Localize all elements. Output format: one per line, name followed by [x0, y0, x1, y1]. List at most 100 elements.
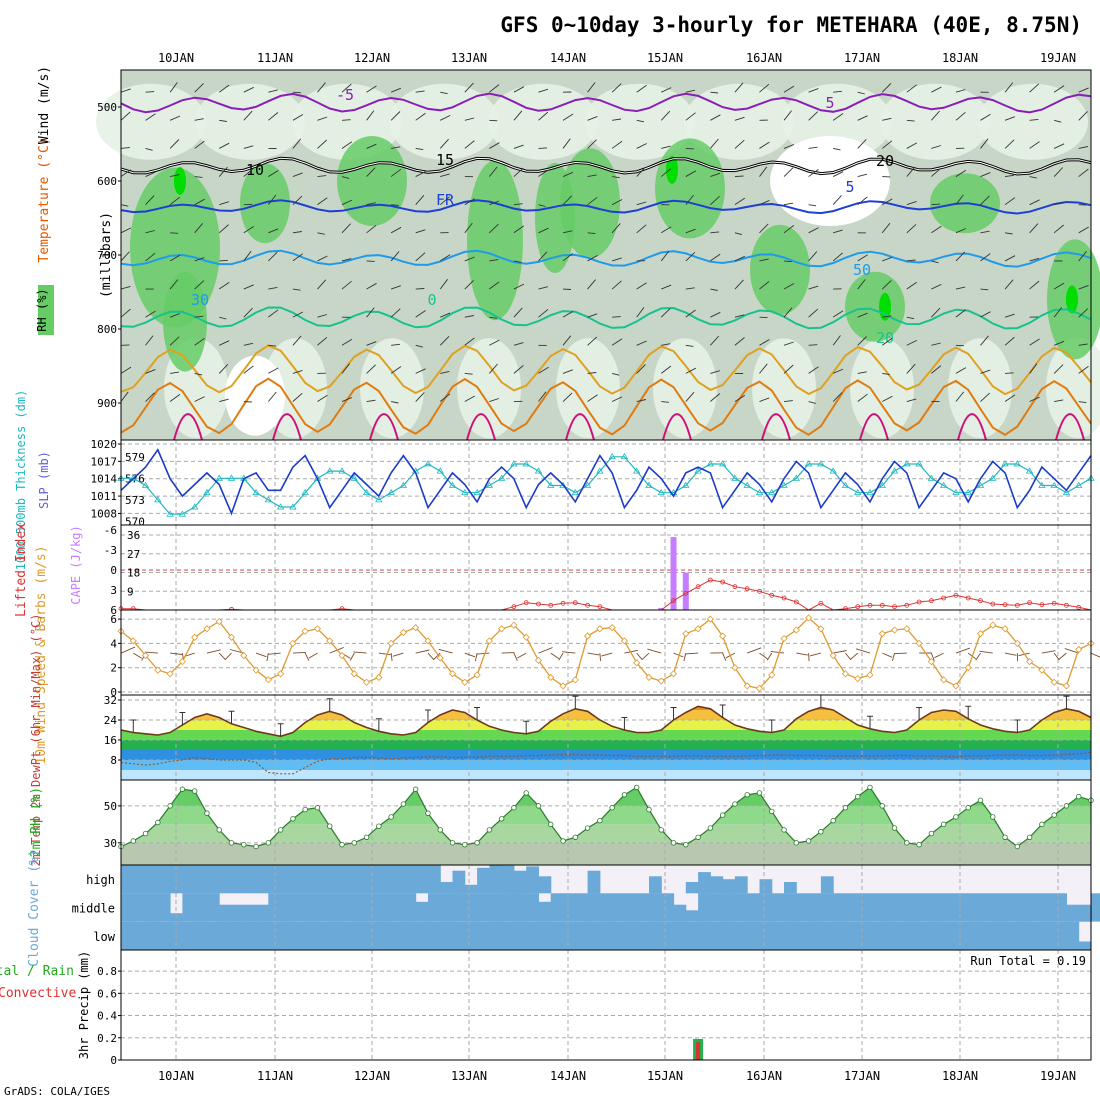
li-marker: [769, 592, 775, 598]
li-marker: [1076, 604, 1082, 610]
wind-speed-marker: [326, 637, 334, 645]
wind-barb: [612, 118, 622, 121]
cloud-bar-middle: [354, 893, 368, 922]
wind-speed-marker: [498, 625, 506, 633]
wind-barb: [636, 84, 647, 93]
wind-barb: [268, 112, 279, 121]
rh2m-marker: [412, 786, 419, 792]
thickness-marker: [952, 488, 960, 496]
wind-speed-marker: [1038, 666, 1046, 674]
wind-speed-marker: [682, 630, 690, 638]
rh2m-marker: [437, 827, 443, 833]
cloud-bar-low: [391, 921, 404, 950]
wind-barb: [857, 393, 868, 402]
slp-line: [120, 448, 1092, 516]
pressure-tick: 600: [97, 175, 117, 188]
cloud-bar-middle: [133, 893, 147, 922]
rh2m-marker: [204, 810, 210, 816]
wind-barb: [636, 166, 646, 177]
wind-barb-10m: [955, 647, 971, 654]
thickness-marker: [645, 481, 653, 488]
cloud-bar-high: [219, 865, 232, 894]
wind-barb: [317, 175, 327, 178]
wind-barb: [906, 363, 916, 374]
cloud-bar-high: [587, 870, 601, 894]
pressure-tick: 700: [97, 249, 117, 262]
wind-barb: [440, 312, 451, 318]
wind-barb: [1078, 343, 1088, 346]
thickness-marker: [976, 481, 985, 488]
cloud-bar-low: [219, 921, 232, 950]
wind-barb: [906, 398, 917, 402]
temp-tick: 32: [104, 694, 117, 707]
rh2m-marker: [867, 784, 873, 791]
wind-barb: [955, 169, 967, 177]
cloud-bar-middle: [649, 893, 662, 922]
wind-barb: [538, 308, 549, 318]
rh2m-marker: [805, 838, 812, 844]
wind-barb-10m: [636, 652, 643, 661]
date-label-bottom: 14JAN: [550, 1069, 586, 1083]
thickness-marker: [534, 467, 543, 474]
cloud-bar-middle: [292, 893, 306, 922]
rh2m-marker: [830, 817, 836, 824]
cloud-bar-low: [649, 921, 662, 950]
wind-barb: [611, 396, 623, 402]
wind-barb: [145, 230, 156, 234]
wind-barb: [1004, 232, 1013, 235]
rh2m-marker: [572, 834, 579, 840]
rh2m-marker: [633, 784, 640, 791]
precip-axis-label: 3hr Precip (mm): [77, 951, 91, 1059]
li-marker: [744, 586, 750, 592]
wind-barb: [218, 224, 229, 234]
temp-color-band: [121, 760, 1091, 770]
wind-barb: [980, 113, 991, 121]
rh2m-marker: [879, 803, 885, 809]
li-marker: [523, 600, 529, 606]
thickness-marker: [547, 481, 555, 488]
wind-barb: [194, 257, 205, 262]
cloud-bar-middle: [526, 893, 539, 922]
wind-barb: [587, 279, 596, 290]
wind-barb: [710, 138, 719, 149]
dewpoint-line: [120, 751, 1092, 775]
wind-barb-10m: [673, 652, 684, 658]
rh2m-marker: [241, 841, 247, 848]
wind-barb: [1078, 365, 1089, 374]
date-label-top: 10JAN: [158, 51, 194, 65]
temp-contour-10: [120, 249, 1092, 268]
cloud-bar-low: [231, 921, 245, 950]
wind-barb-10m: [308, 652, 318, 659]
date-label-top: 12JAN: [354, 51, 390, 65]
rh2m-marker: [965, 805, 971, 811]
cloud-bar-middle: [194, 893, 208, 922]
wind-barb: [562, 392, 573, 402]
date-label-bottom: 11JAN: [257, 1069, 293, 1083]
cloud-bar-middle: [501, 893, 515, 922]
li-marker: [1014, 602, 1020, 608]
precip-total-label: Total / Rain: [0, 964, 74, 979]
wind-speed-marker: [694, 625, 702, 633]
li-marker: [707, 577, 713, 583]
wind-speed-marker: [841, 670, 849, 678]
wind-barb-10m: [133, 652, 142, 659]
wind-barb: [857, 138, 867, 149]
wind-barb: [415, 195, 425, 205]
wind-barb-10m: [392, 652, 404, 657]
wind-barb: [218, 84, 230, 93]
date-label-bottom: 10JAN: [158, 1069, 194, 1083]
wind-barb: [857, 336, 867, 346]
wind-barb: [317, 197, 328, 206]
wind-speed-marker: [363, 678, 371, 686]
cloud-bar-low: [698, 921, 711, 950]
li-marker: [695, 584, 701, 590]
wind-barb: [636, 307, 645, 318]
cloud-bar-low: [796, 921, 810, 950]
contour-label: 10: [246, 161, 264, 179]
wind-barb: [783, 225, 795, 234]
temp-contour-minus5: [120, 92, 1092, 114]
wind-barb: [538, 227, 549, 234]
thickness-marker: [350, 474, 358, 481]
wind-barb: [194, 140, 205, 149]
wind-barb: [292, 288, 301, 291]
